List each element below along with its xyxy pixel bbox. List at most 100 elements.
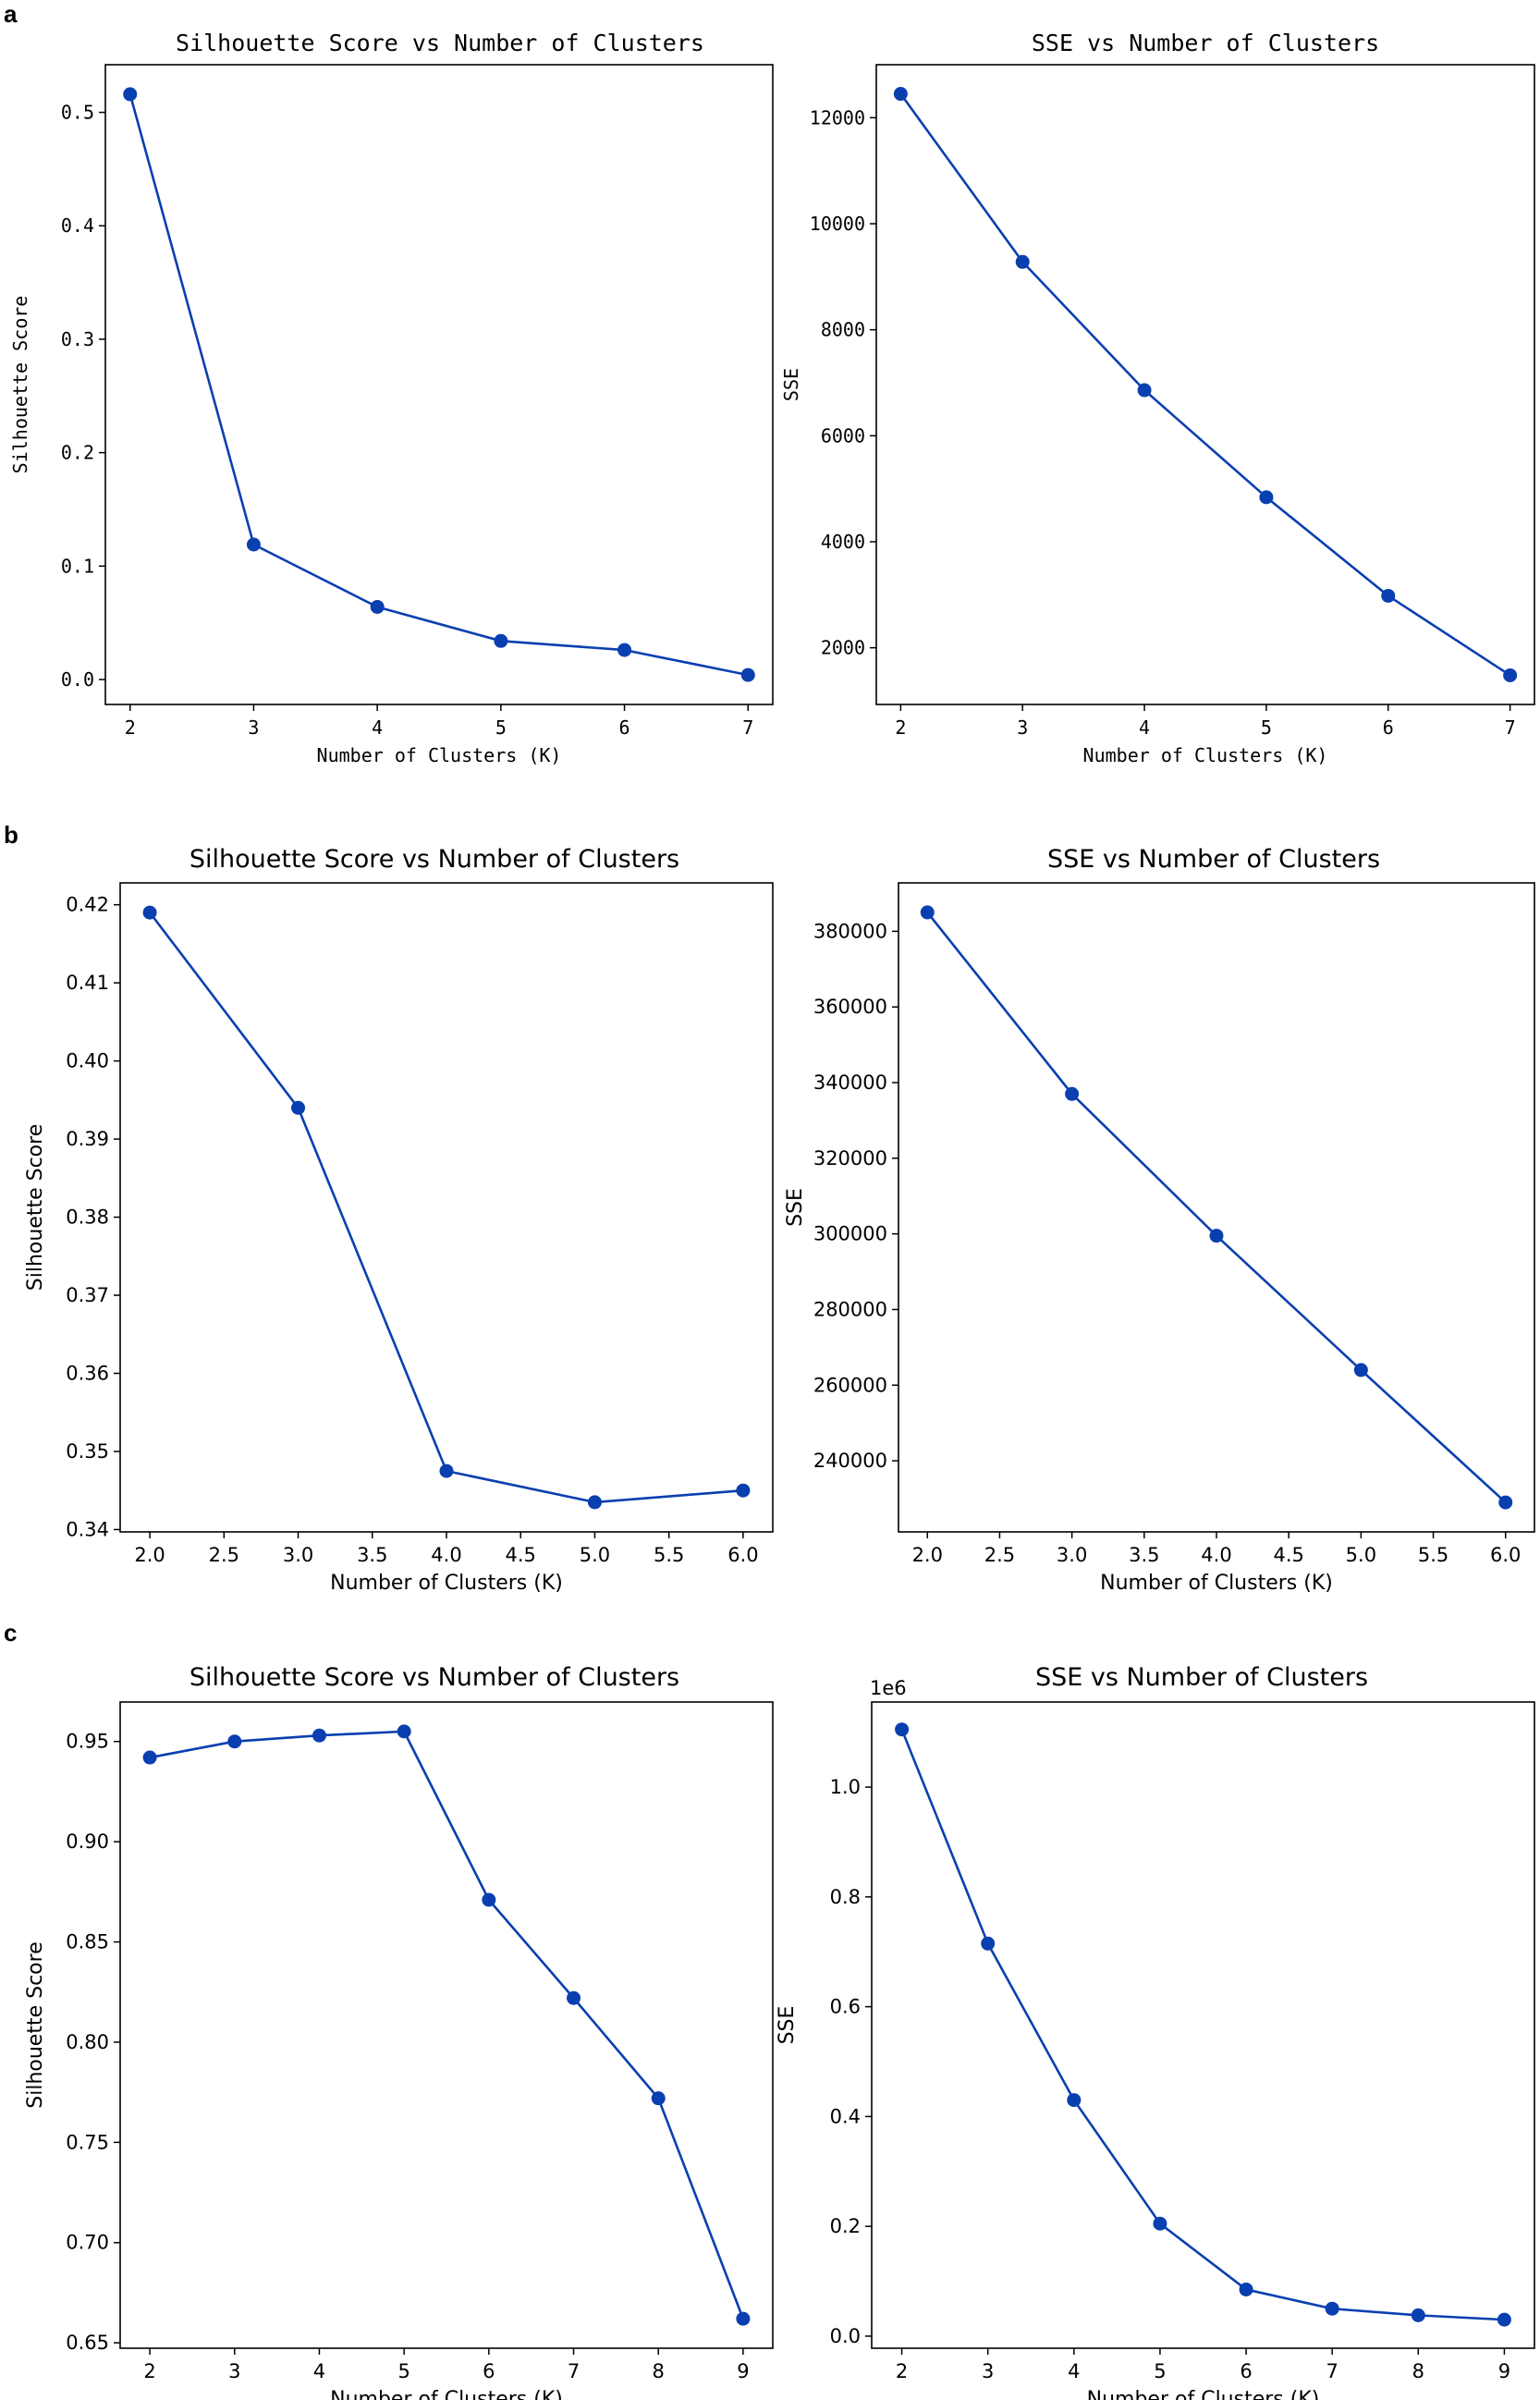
- x-tick-label: 5.0: [1346, 1544, 1376, 1566]
- data-point: [1503, 667, 1518, 682]
- axes-frame: [119, 1701, 774, 2349]
- data-point: [651, 2091, 666, 2106]
- data-point: [1067, 2093, 1082, 2108]
- chart-c-sse: SSE vs Number of Clusters 2 3 4 5 6 7 8 9 0.0 0.2 0…: [776, 1663, 1535, 2400]
- x-axis-label: Number of Clusters (K): [1083, 744, 1328, 766]
- x-tick-label: 3.5: [1129, 1544, 1159, 1566]
- series-line: [128, 93, 749, 677]
- y-tick-label: 0.65: [66, 2332, 109, 2354]
- x-tick-label: 2.5: [209, 1544, 239, 1566]
- x-tick-label: 5: [397, 2360, 409, 2382]
- panel-label: b: [4, 821, 18, 849]
- x-tick-label: 4.5: [506, 1544, 536, 1566]
- data-point: [1259, 490, 1274, 505]
- x-tick-label: 8: [653, 2360, 665, 2382]
- panel-a: a Silhouette Score vs Number of Clusters 2…: [4, 0, 1535, 766]
- x-axis-label: Number of Clusters (K): [1100, 1572, 1333, 1595]
- x-tick-label: 2: [896, 2360, 908, 2382]
- y-tick-label: 0.34: [66, 1518, 109, 1540]
- chart-a-sse: SSE vs Number of Clusters 2 3 4 5 6 7 2000 4000 6…: [780, 30, 1535, 766]
- y-tick-label: 10000: [810, 213, 865, 235]
- y-tick-label: 1.0: [830, 1776, 861, 1798]
- series-line: [899, 92, 1511, 677]
- x-tick-label: 5: [495, 716, 507, 739]
- data-point: [494, 633, 508, 648]
- y-tick-label: 240000: [813, 1450, 887, 1472]
- y-tick-label: 4000: [821, 531, 865, 553]
- x-tick-label: 4.0: [1201, 1544, 1231, 1566]
- data-point: [893, 87, 908, 102]
- x-axis-label: Number of Clusters (K): [330, 1572, 563, 1595]
- y-tick-label: 320000: [813, 1147, 887, 1169]
- x-tick-label: 9: [737, 2360, 749, 2382]
- x-tick-label: 3.5: [357, 1544, 387, 1566]
- x-tick-label: 3: [982, 2360, 994, 2382]
- x-tick-label: 4: [313, 2360, 325, 2382]
- data-point: [1411, 2308, 1425, 2322]
- y-tick-label: 0.1: [61, 555, 94, 577]
- panel-b: b Silhouette Score vs Number of Clusters 2…: [4, 821, 1535, 1595]
- data-point: [482, 1892, 496, 1907]
- y-offset-label: 1e6: [870, 1677, 907, 1699]
- data-point: [227, 1734, 242, 1749]
- y-axis-label: Silhouette Score: [24, 1124, 47, 1291]
- data-point: [736, 2311, 751, 2326]
- x-tick-label: 4: [372, 716, 383, 739]
- x-tick-label: 5: [1261, 716, 1272, 739]
- x-tick-label: 7: [1505, 716, 1516, 739]
- y-tick-label: 0.2: [61, 442, 94, 464]
- data-point: [397, 1724, 411, 1739]
- x-axis-label: Number of Clusters (K): [330, 2388, 563, 2400]
- y-tick-label: 2000: [821, 637, 865, 659]
- y-tick-label: 0.40: [66, 1050, 109, 1072]
- data-point: [370, 599, 385, 614]
- x-tick-label: 4.0: [431, 1544, 461, 1566]
- x-tick-label: 3: [228, 2360, 240, 2382]
- panel-c: c Silhouette Score vs Number of Clusters 2…: [4, 1619, 1535, 2400]
- x-tick-label: 9: [1498, 2360, 1510, 2382]
- y-tick-label: 0.8: [830, 1886, 861, 1908]
- x-tick-label: 6: [1240, 2360, 1252, 2382]
- x-tick-label: 4: [1139, 716, 1150, 739]
- chart-title: Silhouette Score vs Number of Clusters: [189, 845, 679, 874]
- data-point: [246, 537, 261, 552]
- x-tick-label: 6.0: [727, 1544, 758, 1566]
- chart-title: SSE vs Number of Clusters: [1032, 30, 1379, 56]
- x-tick-label: 2.0: [134, 1544, 165, 1566]
- data-point: [1498, 1495, 1513, 1510]
- series-line: [900, 1729, 1505, 2321]
- y-tick-label: 0.6: [830, 1996, 861, 2018]
- x-tick-label: 6: [619, 716, 630, 739]
- data-point: [123, 87, 138, 102]
- y-axis-label: SSE: [776, 2006, 799, 2045]
- y-tick-label: 280000: [813, 1298, 887, 1320]
- y-axis-label: SSE: [784, 1188, 807, 1227]
- x-tick-label: 5: [1154, 2360, 1166, 2382]
- y-axis-label: Silhouette Score: [9, 296, 31, 474]
- y-tick-label: 0.70: [66, 2232, 109, 2254]
- y-tick-label: 0.37: [66, 1284, 109, 1306]
- data-point: [1209, 1229, 1224, 1243]
- y-tick-label: 340000: [813, 1071, 887, 1094]
- y-tick-label: 0.0: [830, 2325, 861, 2347]
- chart-title: Silhouette Score vs Number of Clusters: [189, 1663, 679, 1692]
- data-point: [1137, 383, 1152, 398]
- data-point: [1497, 2312, 1511, 2327]
- axes-frame: [875, 64, 1535, 705]
- y-tick-label: 0.38: [66, 1206, 109, 1229]
- x-tick-label: 7: [568, 2360, 580, 2382]
- y-tick-label: 6000: [821, 424, 865, 447]
- y-axis-label: SSE: [780, 368, 802, 401]
- data-point: [981, 1936, 996, 1951]
- data-point: [142, 905, 157, 920]
- x-tick-label: 6: [483, 2360, 495, 2382]
- series-line: [149, 912, 744, 1504]
- x-tick-label: 3: [248, 716, 259, 739]
- chart-a-silhouette: Silhouette Score vs Number of Clusters 2 3…: [9, 30, 774, 766]
- x-tick-label: 8: [1412, 2360, 1424, 2382]
- data-point: [1325, 2301, 1339, 2316]
- data-point: [567, 1990, 581, 2005]
- axes-frame: [104, 64, 774, 705]
- data-point: [312, 1728, 326, 1743]
- axes-frame: [871, 1701, 1535, 2349]
